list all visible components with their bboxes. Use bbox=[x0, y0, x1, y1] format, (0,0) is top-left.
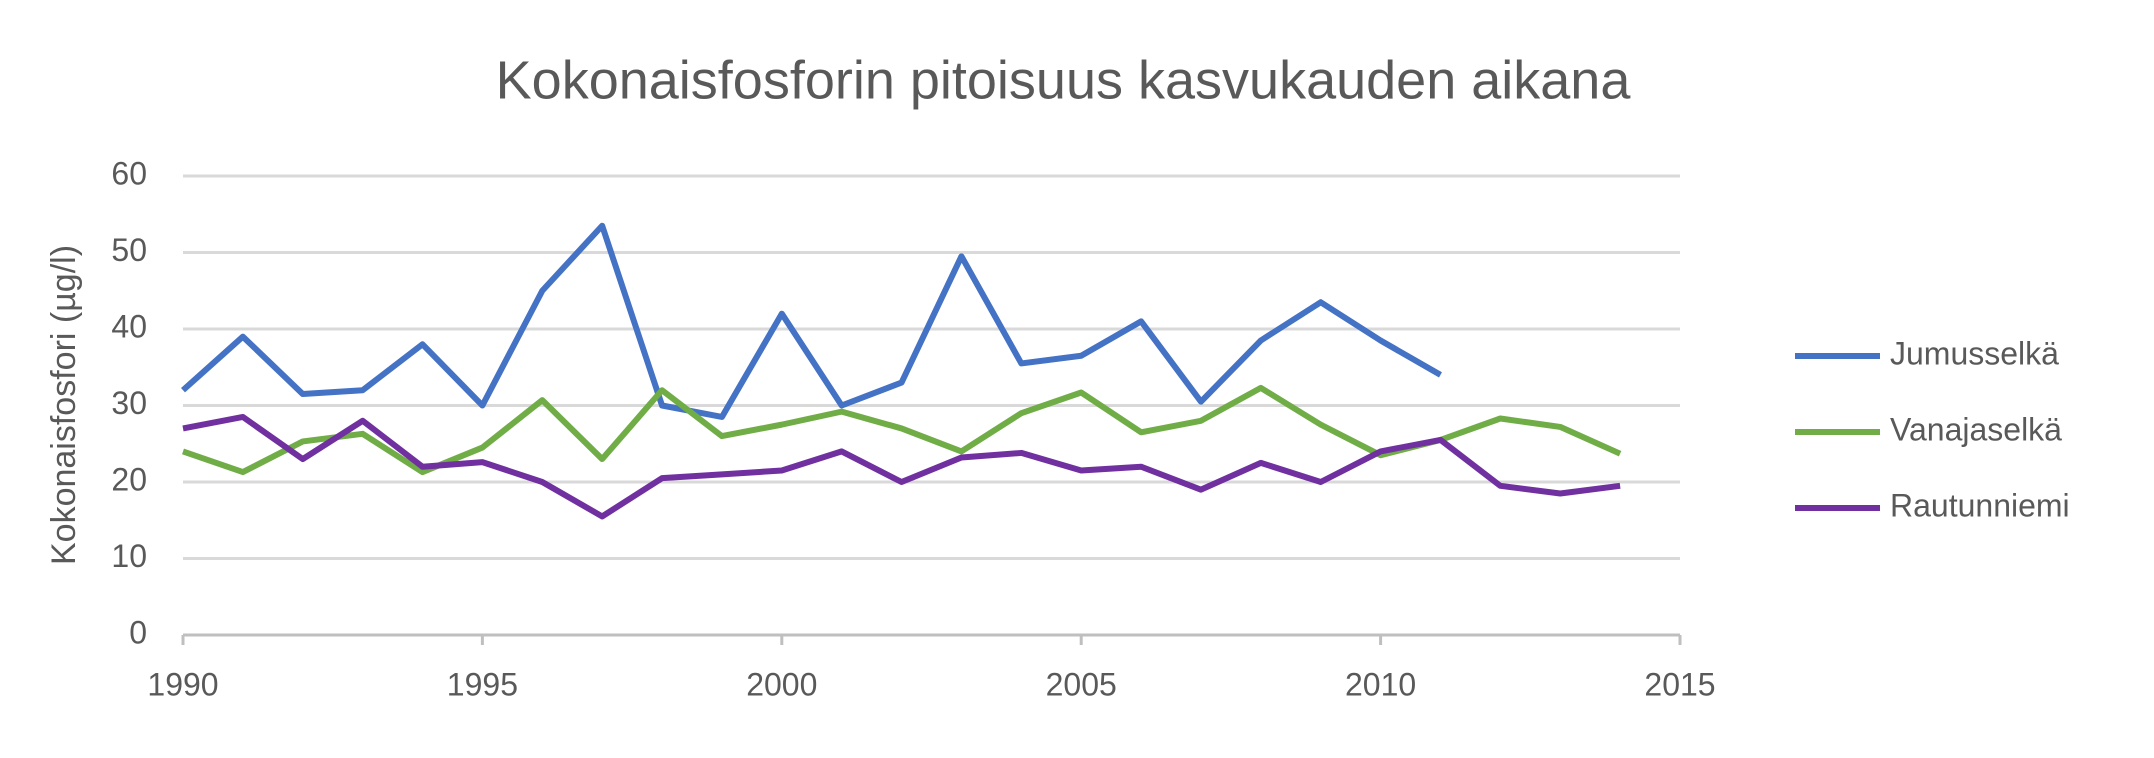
legend-label: Jumusselkä bbox=[1890, 335, 2059, 371]
x-tick-label: 2010 bbox=[1345, 666, 1416, 702]
y-tick-label: 40 bbox=[111, 308, 147, 344]
data-line bbox=[182, 384, 1622, 476]
x-tick-label: 2015 bbox=[1644, 666, 1715, 702]
data-line bbox=[182, 413, 1621, 520]
legend-label: Vanajaselkä bbox=[1890, 411, 2062, 447]
x-tick-label: 1995 bbox=[447, 666, 518, 702]
y-tick-label: 20 bbox=[111, 461, 147, 497]
y-tick-label: 0 bbox=[129, 614, 147, 650]
x-tick-label: 2005 bbox=[1046, 666, 1117, 702]
y-tick-label: 50 bbox=[111, 232, 147, 268]
legend-label: Rautunniemi bbox=[1890, 487, 2070, 523]
chart-title: Kokonaisfosforin pitoisuus kasvukauden a… bbox=[496, 50, 1632, 110]
x-tick-label: 1990 bbox=[147, 666, 218, 702]
y-axis-label: Kokonaisfosfori (µg/l) bbox=[45, 245, 83, 565]
x-tick-label: 2000 bbox=[746, 666, 817, 702]
y-tick-label: 30 bbox=[111, 385, 147, 421]
y-tick-label: 10 bbox=[111, 538, 147, 574]
data-line bbox=[181, 222, 1442, 420]
y-tick-label: 60 bbox=[111, 155, 147, 191]
